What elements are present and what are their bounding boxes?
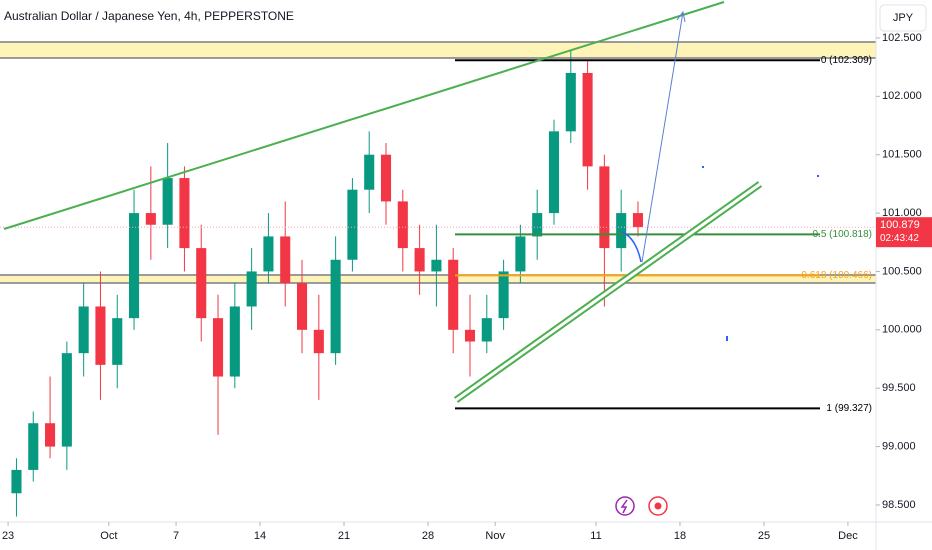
candle-body	[380, 154, 392, 202]
dot	[702, 166, 704, 168]
x-tick-label: 14	[254, 530, 266, 542]
dot	[726, 336, 728, 341]
y-tick-label: 100.500	[882, 265, 922, 277]
x-tick-label: 23	[2, 530, 14, 542]
channel-inner	[455, 182, 761, 402]
last-price-box	[876, 217, 932, 248]
y-tick-label: 99.500	[882, 382, 916, 394]
candle-body	[431, 259, 442, 272]
projection-arrow	[641, 10, 686, 263]
y-tick-label: 101.500	[882, 149, 922, 161]
candle-body	[481, 318, 492, 342]
event-dot	[654, 502, 662, 510]
chart-title: Australian Dollar / Japanese Yen, 4h, PE…	[4, 9, 294, 23]
candle-body	[112, 318, 123, 365]
trend-line	[3, 1, 725, 230]
candle-body	[246, 271, 257, 307]
candle-body	[330, 259, 341, 354]
y-tick-label: 99.000	[882, 440, 916, 452]
y-tick-label: 102.500	[882, 32, 922, 44]
candle-body	[565, 72, 576, 132]
x-tick-label: Nov	[485, 530, 505, 542]
candle-body	[532, 213, 543, 237]
candle-body	[145, 213, 156, 225]
candle-body	[95, 306, 106, 365]
candle-body	[212, 318, 224, 377]
currency: JPY	[893, 12, 914, 24]
candle-body	[162, 178, 173, 225]
plot	[0, 49, 876, 517]
x-tick-label: 7	[173, 530, 179, 542]
candle-body	[11, 469, 22, 494]
candle-body	[616, 213, 627, 249]
y-tick-label: 101.000	[882, 207, 922, 219]
x-tick-label: 18	[674, 530, 686, 542]
x-tick-label: 25	[758, 530, 770, 542]
candle-body	[515, 236, 526, 272]
supply-zone	[0, 42, 876, 58]
candle-body	[448, 259, 459, 330]
x-tick-label: 11	[590, 530, 601, 542]
event-icon[interactable]	[648, 496, 668, 516]
candle-body	[196, 248, 207, 319]
candle-body	[632, 213, 644, 228]
candle-body	[582, 72, 593, 167]
candle-body	[313, 329, 324, 354]
y-tick-label: 102.000	[882, 90, 922, 102]
last-price: 100.879	[880, 219, 920, 231]
candle-body	[364, 154, 375, 190]
candle-body	[498, 271, 509, 319]
currency-button[interactable]	[879, 4, 927, 32]
candle-body	[263, 236, 274, 272]
x-tick-label: 28	[422, 530, 434, 542]
candle-body	[397, 201, 408, 249]
candle-body	[179, 178, 190, 249]
y-tick-label: 100.000	[882, 324, 922, 336]
candle-body	[78, 306, 89, 354]
candle-body	[414, 248, 425, 272]
x-tick-label: Dec	[838, 530, 858, 542]
y-tick-label: 98.500	[882, 499, 916, 511]
fib-label: 1 (99.327)	[826, 403, 872, 414]
event-icon[interactable]	[615, 496, 635, 516]
candle-body	[464, 329, 476, 342]
countdown: 02:43:42	[880, 233, 919, 244]
candle-body	[28, 423, 39, 470]
candle-body	[229, 306, 240, 377]
event-bolt	[620, 499, 628, 514]
curve-arrow	[621, 231, 642, 263]
candle-body	[45, 423, 56, 447]
candle-body	[599, 166, 610, 249]
x-tick-label: 21	[338, 530, 350, 542]
candle-body	[347, 189, 358, 260]
candle-body	[280, 236, 291, 284]
candle-body	[61, 353, 72, 447]
fib-label: 0.618 (100.466)	[801, 270, 872, 281]
x-tick-label: Oct	[100, 530, 117, 542]
candle-body	[129, 213, 140, 319]
dot	[817, 175, 819, 177]
candle-body	[548, 131, 560, 214]
fib-label: 0 (102.309)	[821, 55, 872, 66]
candle-body	[296, 283, 308, 330]
support-zone	[0, 275, 876, 283]
fib-label: 0.5 (100.818)	[813, 229, 873, 240]
